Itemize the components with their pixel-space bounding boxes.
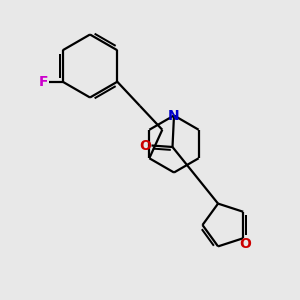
Text: O: O — [239, 237, 250, 250]
Text: N: N — [168, 109, 180, 122]
Text: O: O — [139, 139, 151, 152]
Text: F: F — [39, 75, 49, 89]
